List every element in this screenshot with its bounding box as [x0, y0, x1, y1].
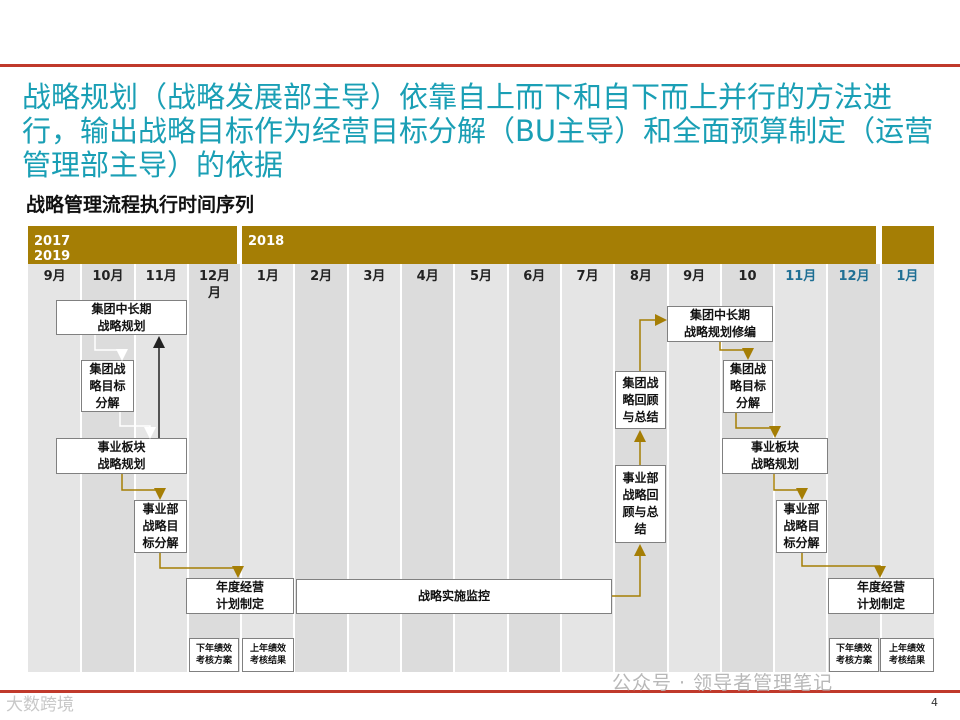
month-label: 10月: [92, 269, 124, 284]
month-label: 10: [738, 269, 757, 284]
dept-review-box: 事业部 战略回 顾与总 结: [615, 465, 666, 543]
column-separator: [613, 264, 616, 672]
column-separator: [559, 264, 562, 672]
month-label: 11月: [145, 269, 177, 284]
month-label: 9月: [683, 269, 706, 284]
last-kpi-result-box: 上年绩效 考核结果: [242, 638, 294, 672]
month-label: 1月: [896, 269, 919, 284]
year-bar-right: [882, 226, 934, 264]
month-label: 5月: [469, 269, 492, 284]
column-separator: [879, 264, 882, 672]
month-label: 12月: [838, 269, 870, 284]
group-review-box: 集团战 略回顾 与总结: [615, 371, 666, 429]
next-kpi-plan-2-box: 下年绩效 考核方案: [829, 638, 879, 672]
watermark-left-text: 大数跨境: [6, 695, 74, 715]
year-label-left: 2017 2019: [34, 234, 71, 264]
year-bar-main: [242, 226, 876, 264]
month-label: 11月: [785, 269, 817, 284]
month-label: 4月: [416, 269, 439, 284]
month-label: 6月: [523, 269, 546, 284]
page-headline: 战略规划（战略发展部主导）依靠自上而下和自下而上并行的方法进行，输出战略目标作为…: [22, 80, 934, 182]
annual-plan-2-box: 年度经营 计划制定: [828, 578, 934, 614]
group-long-term-plan-box: 集团中长期 战略规划: [56, 300, 187, 335]
group-goal-breakdown-box: 集团战 略目标 分解: [81, 360, 134, 412]
column-separator: [293, 264, 296, 672]
strategy-monitoring-box: 战略实施监控: [296, 579, 612, 614]
watermark-text: 公众号 · 领导者管理笔记: [612, 672, 834, 694]
column-separator: [186, 264, 189, 672]
next-kpi-plan-box: 下年绩效 考核方案: [189, 638, 239, 672]
page-number: 4: [931, 696, 938, 709]
month-label: 2月: [310, 269, 333, 284]
month-label: 12月 月: [198, 269, 231, 301]
column-separator: [240, 264, 243, 672]
annual-plan-box: 年度经营 计划制定: [186, 578, 294, 614]
column-separator: [400, 264, 403, 672]
column-separator: [346, 264, 349, 672]
bu-strategy-plan-box: 事业板块 战略规划: [56, 438, 187, 474]
column-separator: [453, 264, 456, 672]
column-separator: [666, 264, 669, 672]
bu-strategy-plan-2-box: 事业板块 战略规划: [722, 438, 828, 474]
dept-goal-breakdown-box: 事业部 战略目 标分解: [134, 500, 187, 553]
dept-goal-breakdown-2-box: 事业部 战略目 标分解: [776, 500, 827, 553]
bottom-rule: [0, 690, 960, 693]
month-label: 1月: [256, 269, 279, 284]
group-plan-revision-box: 集团中长期 战略规划修编: [667, 306, 773, 342]
top-rule: [0, 64, 960, 67]
month-label: 8月: [629, 269, 652, 284]
year-label-right: 2018: [248, 234, 285, 249]
month-label: 9月: [43, 269, 66, 284]
last-kpi-result-2-box: 上年绩效 考核结果: [880, 638, 934, 672]
column-separator: [719, 264, 722, 672]
month-label: 3月: [363, 269, 386, 284]
year-bar-left: [28, 226, 237, 264]
group-goal-breakdown-2-box: 集团战 略目标 分解: [723, 360, 773, 413]
month-label: 7月: [576, 269, 599, 284]
column-separator: [506, 264, 509, 672]
diagram-subtitle: 战略管理流程执行时间序列: [26, 194, 255, 216]
